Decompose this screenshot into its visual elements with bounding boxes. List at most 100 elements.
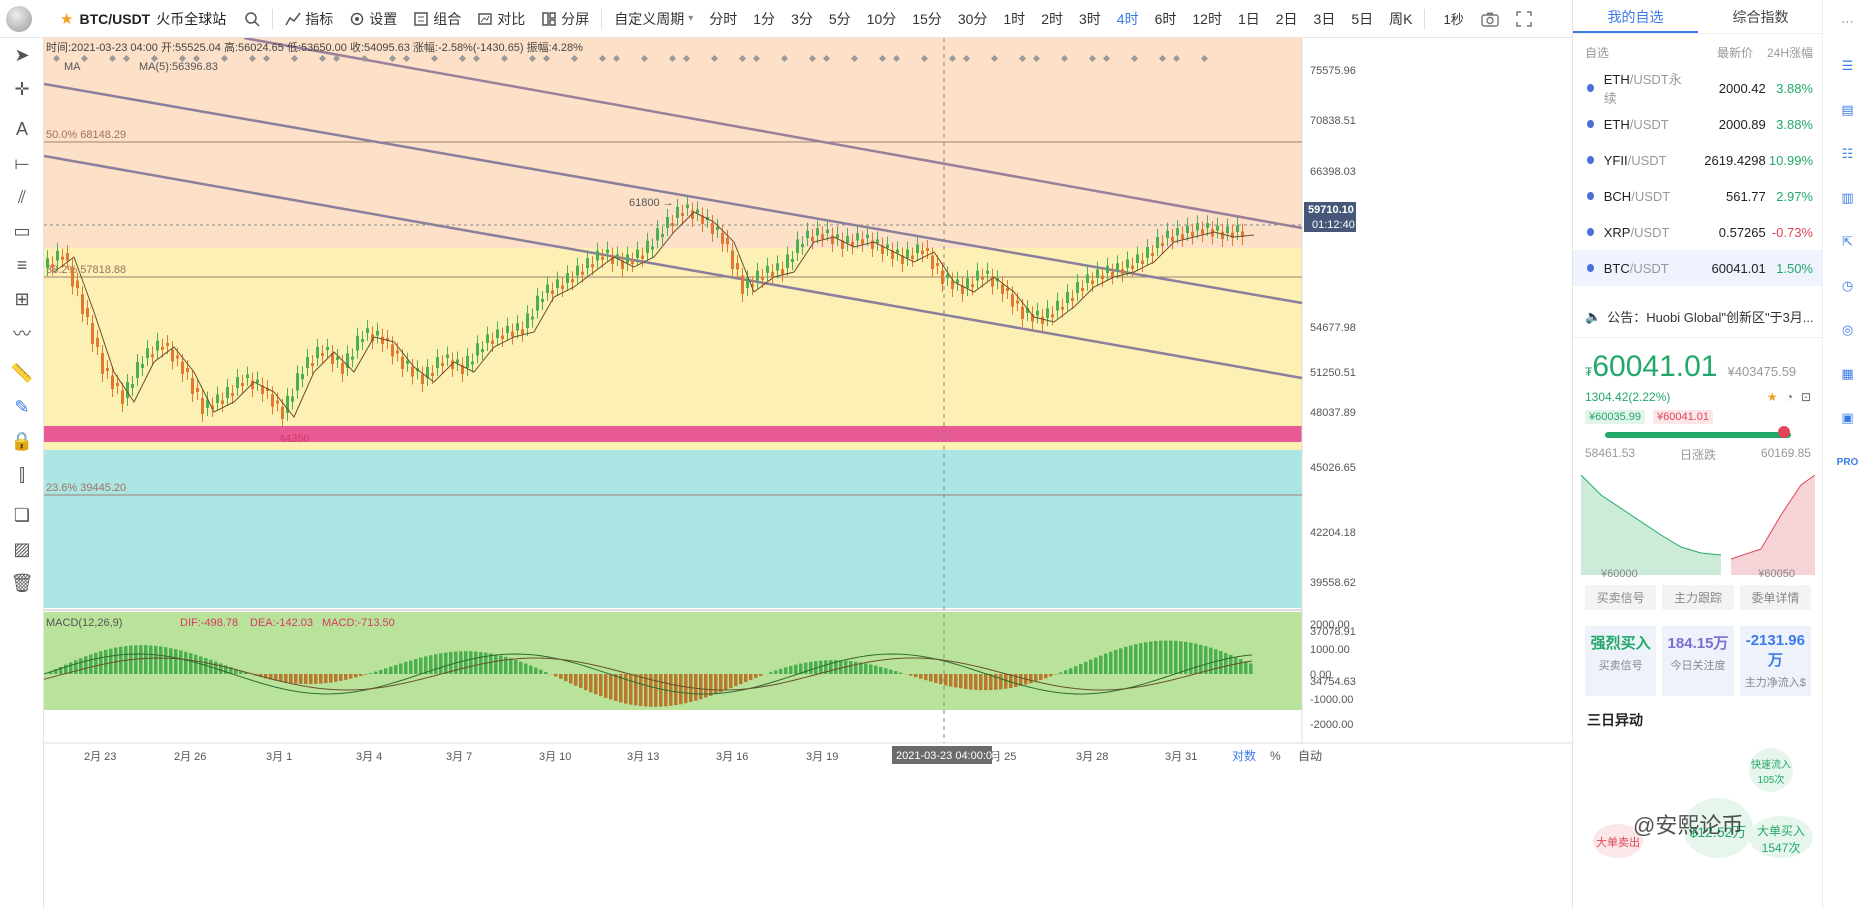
macd-tick: 0.00 xyxy=(1310,669,1331,681)
macd-bar xyxy=(774,671,778,674)
interval-15[interactable]: 3日 xyxy=(1306,9,1344,29)
settings-button[interactable]: 设置 xyxy=(341,9,405,29)
candle-body xyxy=(186,368,189,372)
wallet-icon[interactable]: ▣ xyxy=(1823,396,1872,440)
candle-body xyxy=(361,339,364,342)
candle-body xyxy=(241,383,244,386)
rectangle-tool[interactable]: ▭ xyxy=(0,214,44,248)
fib-tool[interactable]: ≡ xyxy=(0,248,44,282)
macd-bar xyxy=(579,674,583,688)
bar-chart-icon[interactable]: ▥ xyxy=(1823,176,1872,220)
lock-tool[interactable]: 🔒 xyxy=(0,424,44,458)
menu-icon[interactable]: ⋯ xyxy=(1823,0,1872,44)
tab-composite-index[interactable]: 综合指数 xyxy=(1698,0,1823,33)
crosshair-tool[interactable]: ✛ xyxy=(0,72,44,106)
date-tick: 3月 16 xyxy=(716,751,748,763)
order-detail-button[interactable]: 委单详情 xyxy=(1740,585,1811,610)
clock-icon[interactable]: ◷ xyxy=(1823,264,1872,308)
pattern-tool[interactable]: ⊞ xyxy=(0,282,44,316)
signal-button[interactable]: 买卖信号 xyxy=(1585,585,1656,610)
ruler-tool[interactable]: 📏 xyxy=(0,356,44,390)
text-tool[interactable]: A xyxy=(0,112,44,146)
depth-icon[interactable]: ▤ xyxy=(1823,88,1872,132)
compare-button[interactable]: 对比 xyxy=(469,9,533,29)
macd-bar xyxy=(84,656,88,674)
tab-my-watchlist[interactable]: 我的自选 xyxy=(1573,0,1698,33)
interval-7[interactable]: 1时 xyxy=(995,9,1033,29)
pro-icon[interactable]: PRO xyxy=(1823,440,1872,484)
price-tick: 75575.96 xyxy=(1310,65,1356,77)
brush-tool[interactable]: ✎ xyxy=(0,390,44,424)
compass-icon[interactable]: ◎ xyxy=(1823,308,1872,352)
picture-tool[interactable]: ▨ xyxy=(0,532,44,566)
interval-16[interactable]: 5日 xyxy=(1343,9,1381,29)
interval-17[interactable]: 周K xyxy=(1381,9,1420,29)
candle-body xyxy=(596,251,599,261)
trades-icon[interactable]: ☷ xyxy=(1823,132,1872,176)
macd-bar xyxy=(899,673,903,674)
expand-icon[interactable]: ⊡ xyxy=(1801,390,1811,404)
wave-tool[interactable]: 〰 xyxy=(0,316,44,350)
main-force-button[interactable]: 主力跟踪 xyxy=(1662,585,1733,610)
interval-2[interactable]: 3分 xyxy=(783,9,821,29)
interval-3[interactable]: 5分 xyxy=(821,9,859,29)
candle-body xyxy=(921,251,924,255)
interval-14[interactable]: 2日 xyxy=(1268,9,1306,29)
depth-chart[interactable]: ¥60000 ¥60050 xyxy=(1581,475,1815,575)
combo-button[interactable]: 组合 xyxy=(405,9,469,29)
symbol-selector[interactable]: ★ BTC/USDT 火币全球站 xyxy=(38,9,236,29)
custom-period-dropdown[interactable]: 自定义周期 ▾ xyxy=(606,9,701,29)
interval-0[interactable]: 分时 xyxy=(701,9,745,29)
pointer-tool[interactable]: ➤ xyxy=(0,38,44,72)
fullscreen-button[interactable] xyxy=(1508,11,1540,27)
interval-11[interactable]: 6时 xyxy=(1147,9,1185,29)
speed-selector[interactable]: 1秒 xyxy=(1435,9,1471,28)
price-tick: 48037.89 xyxy=(1310,407,1356,419)
candle-body xyxy=(296,373,299,390)
screenshot-button[interactable] xyxy=(1472,11,1508,27)
share-icon[interactable]: ⇱ xyxy=(1823,220,1872,264)
interval-12[interactable]: 12时 xyxy=(1184,9,1230,29)
candle-body xyxy=(201,398,204,414)
candle-body xyxy=(491,341,494,345)
horizontal-line-tool[interactable]: ⟝ xyxy=(0,146,44,180)
news-icon[interactable]: ▦ xyxy=(1823,352,1872,396)
macd-bar xyxy=(1199,645,1203,674)
candle-body xyxy=(726,238,729,245)
interval-1[interactable]: 1分 xyxy=(745,9,783,29)
watchlist-icon[interactable]: ☰ xyxy=(1823,44,1872,88)
search-button[interactable] xyxy=(236,11,268,27)
favorite-star-icon[interactable]: ★ xyxy=(60,10,73,28)
interval-4[interactable]: 10分 xyxy=(859,9,905,29)
watchlist-head-name[interactable]: 自选 xyxy=(1585,44,1609,61)
macd-bar xyxy=(1049,674,1053,676)
magnet-tool[interactable]: ⫿ xyxy=(0,458,44,492)
announcement[interactable]: 🔈 公告：Huobi Global"创新区"于3月... xyxy=(1573,296,1823,338)
interval-5[interactable]: 15分 xyxy=(904,9,950,29)
macd-bar xyxy=(729,674,733,688)
range-high: 60169.85 xyxy=(1761,446,1811,463)
alert-icon[interactable]: ◔ xyxy=(1786,390,1793,404)
candle-body xyxy=(941,271,944,285)
split-screen-button[interactable]: 分屏 xyxy=(533,9,597,29)
interval-6[interactable]: 30分 xyxy=(950,9,996,29)
delete-tool[interactable]: 🗑 xyxy=(0,566,44,600)
star-icon[interactable]: ★ xyxy=(1767,390,1778,404)
bookmark-tool[interactable]: ❏ xyxy=(0,498,44,532)
interval-13[interactable]: 1日 xyxy=(1230,9,1268,29)
interval-9[interactable]: 3时 xyxy=(1071,9,1109,29)
date-tick: 3月 31 xyxy=(1165,751,1197,763)
candle-body xyxy=(391,344,394,356)
trendline-tool[interactable]: ⫽ xyxy=(0,180,44,214)
interval-10[interactable]: 4时 xyxy=(1109,9,1147,29)
interval-8[interactable]: 2时 xyxy=(1033,9,1071,29)
indicator-button[interactable]: 指标 xyxy=(277,9,341,29)
